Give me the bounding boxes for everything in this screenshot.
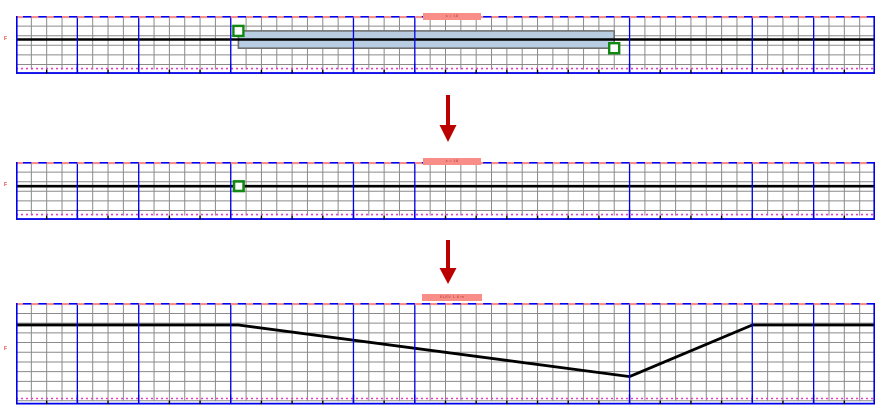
profile-panel-step-2[interactable]: F: [4, 162, 875, 220]
panel-1-title-chip: s = 18: [423, 13, 481, 20]
profile-panel-step-3[interactable]: F: [4, 303, 875, 405]
side-borders: [16, 16, 875, 73]
profile-line: [16, 323, 875, 379]
minor-grid: [16, 16, 875, 74]
panel-2-svg: [16, 162, 875, 220]
side-borders: [16, 303, 875, 404]
panel-3-title-chip: ELEV 1.8 m: [422, 294, 482, 301]
panel-2-title-chip: s = 18: [423, 158, 481, 165]
bottom-border: [16, 209, 875, 220]
vertex-handle[interactable]: [232, 180, 245, 193]
flow-arrow-2: [439, 240, 457, 284]
major-grid: [76, 162, 815, 216]
major-grid: [76, 16, 815, 70]
profile-panel-step-1[interactable]: F: [4, 16, 875, 74]
panel-2-left-marker: F: [4, 182, 8, 188]
major-grid: [76, 303, 815, 401]
selection-handle-left[interactable]: [232, 24, 245, 38]
panel-3-svg: [16, 303, 875, 405]
side-borders: [16, 162, 875, 219]
selection-handle-right[interactable]: [608, 42, 621, 55]
panel-1-left-marker: F: [4, 36, 8, 42]
bottom-border: [16, 63, 875, 74]
panel-3-left-marker: F: [4, 346, 8, 352]
minor-grid: [16, 162, 875, 220]
flow-arrow-1: [439, 95, 457, 142]
bottom-border: [16, 394, 875, 405]
panel-1-svg: [16, 16, 875, 74]
